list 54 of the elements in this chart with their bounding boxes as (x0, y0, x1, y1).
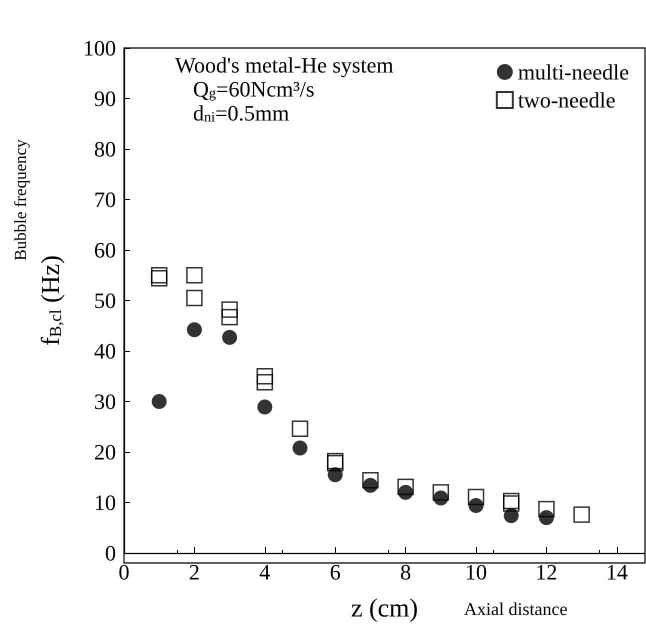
x-tick-label: 6 (330, 560, 341, 584)
point (221, 308, 238, 326)
point (432, 484, 450, 501)
annotation: dni=0.5mm (193, 100, 290, 126)
annotation: Qg=60Ncm³/s (193, 76, 314, 102)
point (150, 267, 168, 284)
point (222, 330, 238, 345)
y-tick-label: 90 (94, 86, 116, 111)
point (186, 322, 202, 338)
point (152, 394, 167, 409)
y-tick-label: 80 (94, 136, 116, 162)
point (150, 270, 168, 287)
y-tick-label: 10 (94, 490, 116, 515)
annotation: Wood's metal-He system (175, 52, 394, 78)
point (362, 472, 379, 489)
x-tick-label: 10 (465, 560, 488, 584)
y-tick-label: 70 (94, 187, 116, 212)
point (362, 478, 378, 493)
y-tick-label: 100 (83, 36, 116, 60)
y-tick-label: 60 (94, 238, 116, 262)
legend-label: multi-needle (518, 60, 630, 84)
point (504, 508, 519, 524)
point (328, 467, 343, 482)
y-tick-label: 30 (94, 389, 116, 414)
point (292, 420, 308, 438)
legend-label: two-needle (518, 88, 616, 112)
point (257, 400, 272, 415)
y-tick-label: 40 (94, 338, 116, 364)
x-tick-label: 4 (259, 560, 270, 584)
point (256, 374, 274, 391)
point (398, 484, 414, 500)
y-tick-label: 20 (94, 440, 116, 464)
point (573, 506, 590, 523)
point (433, 490, 448, 506)
x-tick-label: 12 (535, 560, 558, 584)
y-axis-title: fB,cl (Hz) (36, 255, 65, 346)
point (468, 498, 484, 514)
y-tick-label: 50 (94, 288, 116, 313)
point (256, 368, 274, 384)
point (538, 510, 554, 526)
point (292, 440, 308, 456)
point (468, 488, 484, 506)
y-tick-label: 0 (105, 540, 116, 566)
x-tick-label: 14 (606, 560, 628, 584)
point (538, 500, 555, 518)
point (186, 267, 203, 284)
point (221, 301, 238, 318)
text: Axial distance (464, 599, 568, 619)
point (397, 478, 414, 496)
x-tick-label: 8 (400, 560, 412, 584)
text: Bubble frequency (11, 138, 30, 261)
point (186, 290, 203, 306)
x-tick-label: 2 (188, 560, 200, 584)
x-axis-title: z (cm) (350, 594, 418, 622)
